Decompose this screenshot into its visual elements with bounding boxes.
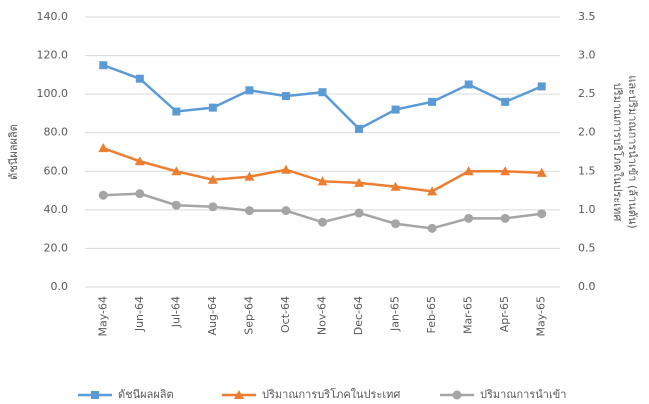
- y-tick-label: 140.0: [37, 10, 69, 23]
- data-point: [354, 177, 365, 187]
- data-point: [464, 213, 474, 223]
- data-point: [427, 223, 437, 233]
- legend-marker: [234, 390, 244, 399]
- data-point: [280, 164, 291, 174]
- data-point: [245, 86, 254, 95]
- y-tick-label: 100.0: [37, 87, 69, 100]
- y-tick-label: 120.0: [37, 49, 69, 62]
- y2-tick-label: 1.5: [578, 164, 596, 177]
- x-tick-label: Dec-64: [352, 296, 365, 335]
- data-point: [171, 166, 182, 176]
- x-tick-label: Jun-64: [133, 296, 146, 332]
- series-line: [102, 64, 543, 131]
- y2-tick-label: 2.0: [578, 126, 596, 139]
- data-point: [318, 217, 327, 227]
- legend-label: ดัชนีผลผลิต: [118, 388, 174, 401]
- legend-marker: [452, 390, 462, 400]
- data-point: [99, 61, 108, 70]
- data-point: [98, 143, 109, 153]
- x-tick-label: Feb-65: [425, 296, 438, 333]
- data-point: [464, 80, 473, 89]
- y2-tick-label: 0.5: [578, 241, 596, 254]
- x-tick-label: Jul-64: [169, 296, 182, 328]
- data-point: [208, 103, 217, 112]
- x-tick-label: Oct-64: [279, 296, 292, 333]
- data-point: [171, 200, 181, 210]
- y2-tick-label: 1.0: [578, 203, 596, 216]
- data-point: [501, 97, 510, 106]
- data-point: [536, 167, 547, 177]
- data-point: [207, 174, 218, 184]
- data-point: [318, 88, 327, 97]
- y2-axis-title: และปริมาณการนำเข้า (ล้านตัน): [626, 75, 639, 228]
- y2-tick-label: 2.5: [578, 87, 596, 100]
- data-point: [463, 166, 474, 176]
- data-point: [537, 209, 547, 219]
- data-point: [135, 74, 144, 83]
- data-point: [354, 208, 364, 218]
- data-point: [281, 92, 290, 101]
- data-point: [427, 186, 438, 196]
- data-point: [391, 105, 400, 114]
- data-point: [208, 202, 218, 212]
- data-point: [391, 219, 401, 229]
- data-point: [428, 97, 437, 106]
- data-point: [135, 189, 145, 199]
- x-tick-label: Apr-65: [498, 296, 511, 332]
- x-tick-label: Aug-64: [206, 296, 219, 335]
- data-point: [281, 206, 291, 216]
- y-tick-label: 60.0: [44, 164, 69, 177]
- x-tick-label: May-64: [96, 296, 109, 337]
- data-point: [500, 166, 511, 176]
- data-point: [172, 107, 181, 116]
- data-point: [244, 171, 255, 181]
- data-point: [244, 206, 254, 216]
- x-tick-label: Mar-65: [462, 296, 475, 334]
- y-tick-label: 80.0: [44, 126, 69, 139]
- x-tick-label: Sep-64: [242, 296, 255, 335]
- y2-tick-label: 0.0: [578, 280, 596, 293]
- y-tick-label: 0.0: [51, 280, 69, 293]
- data-point: [500, 213, 510, 223]
- legend-marker: [91, 391, 99, 399]
- y2-tick-label: 3.0: [578, 49, 596, 62]
- y2-tick-label: 3.5: [578, 10, 596, 23]
- data-point: [355, 124, 364, 133]
- x-tick-label: May-65: [535, 296, 548, 337]
- data-point: [98, 190, 108, 200]
- legend-label: ปริมาณการบริโภคในประเทศ: [262, 387, 400, 401]
- y-tick-label: 20.0: [44, 241, 69, 254]
- data-point: [537, 82, 546, 91]
- x-tick-label: Nov-64: [316, 296, 329, 335]
- y-axis-title: ดัชนีผลผลิต: [7, 124, 20, 180]
- x-tick-label: Jan-65: [389, 296, 402, 332]
- y2-axis-title: ปริมาณการบริโภคในประเทศ: [611, 83, 625, 221]
- data-point: [390, 181, 401, 191]
- y-tick-label: 40.0: [44, 203, 69, 216]
- legend-label: ปริมาณการนำเข้า: [480, 388, 566, 401]
- data-point: [317, 176, 328, 186]
- data-point: [134, 156, 145, 166]
